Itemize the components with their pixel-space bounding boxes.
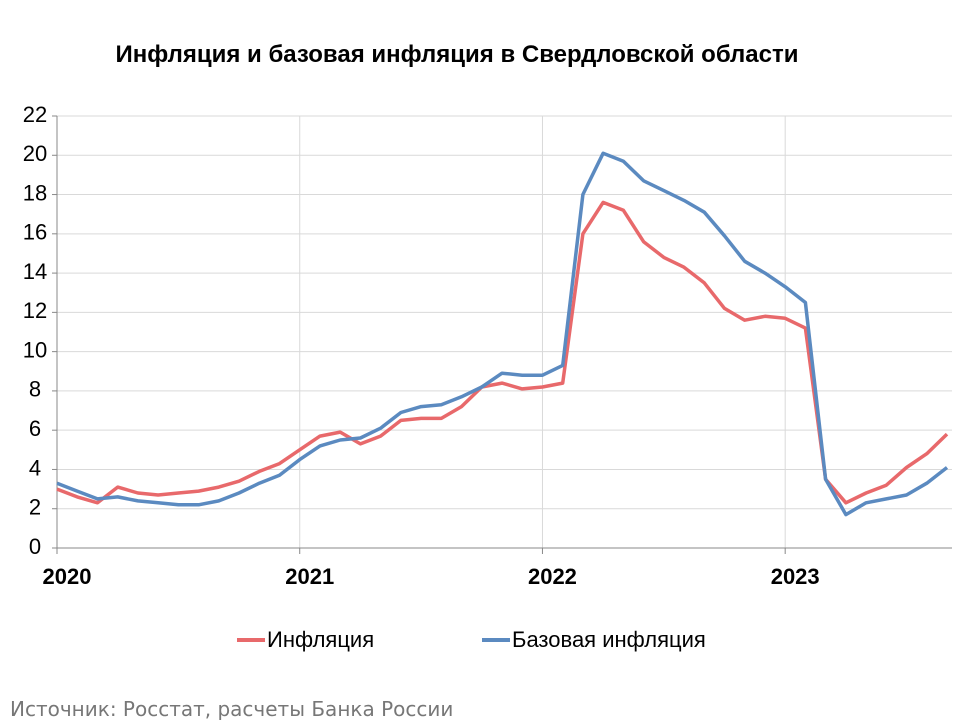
y-tick-label: 2	[29, 495, 41, 520]
y-tick-label: 0	[29, 534, 41, 559]
y-tick-label: 16	[23, 220, 47, 245]
x-tick-label: 2023	[771, 564, 820, 589]
y-tick-label: 4	[29, 455, 41, 480]
line-series	[56, 151, 949, 517]
y-tick-label: 18	[23, 180, 47, 205]
y-tick-label: 6	[29, 416, 41, 441]
x-tick-label: 2020	[43, 564, 92, 589]
y-tick-label: 14	[23, 259, 47, 284]
legend-label: Базовая инфляция	[512, 627, 706, 652]
line-series	[56, 200, 949, 505]
chart-title: Инфляция и базовая инфляция в Свердловск…	[115, 41, 799, 68]
y-tick-label: 22	[23, 102, 47, 127]
source-note: Источник: Росстат, расчеты Банка России	[10, 697, 454, 720]
y-tick-label: 20	[23, 141, 47, 166]
y-tick-label: 10	[23, 337, 47, 362]
x-tick-label: 2022	[528, 564, 577, 589]
x-tick-label: 2021	[285, 564, 334, 589]
y-tick-label: 12	[23, 298, 47, 323]
legend-label: Инфляция	[267, 627, 374, 652]
y-tick-label: 8	[29, 377, 41, 402]
